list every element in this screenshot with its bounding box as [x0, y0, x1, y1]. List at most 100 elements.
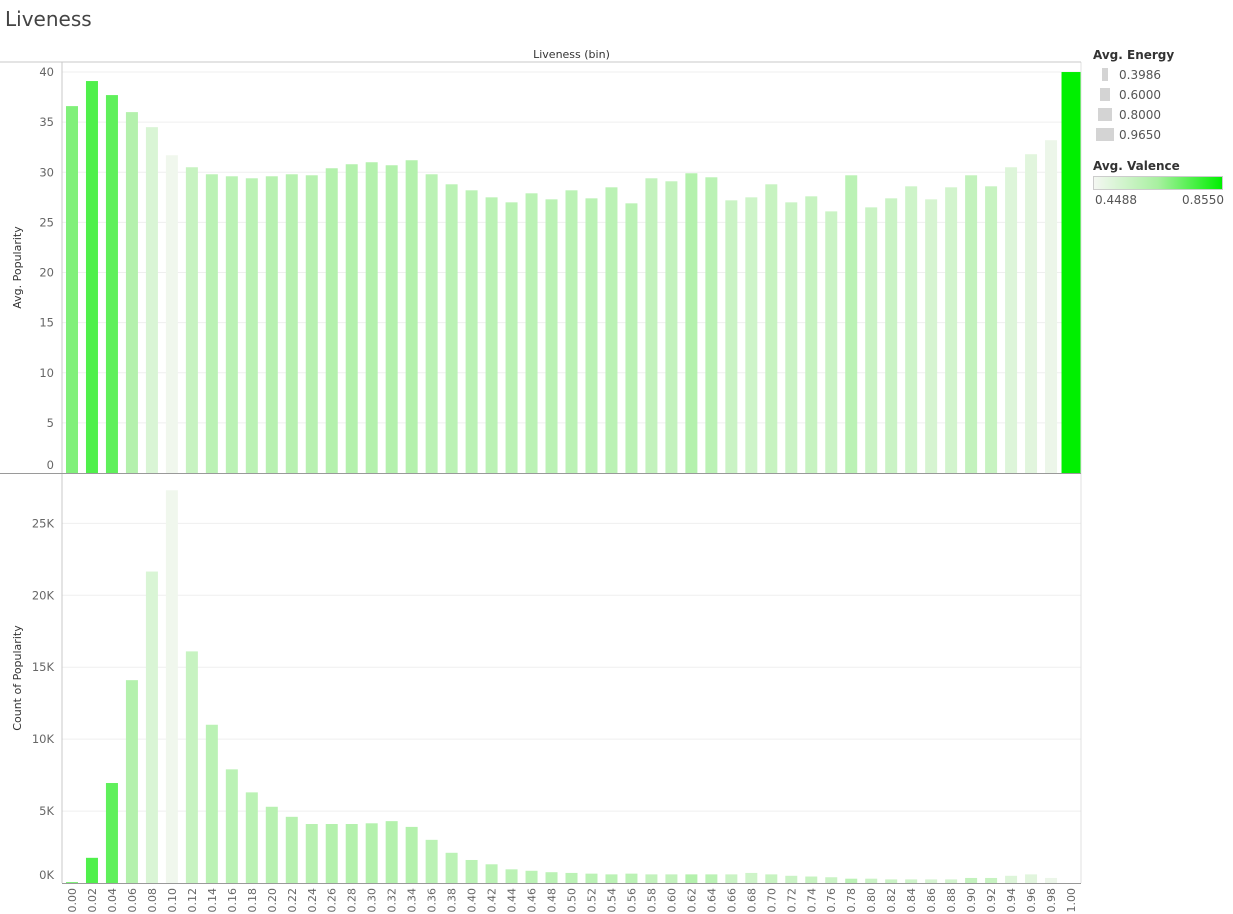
bar-count-of-popularity-0.94[interactable]: [1005, 875, 1018, 883]
bar-count-of-popularity-0.26[interactable]: [325, 824, 338, 883]
bar-avg-popularity-0.32[interactable]: [385, 165, 398, 473]
bar-count-of-popularity-0.38[interactable]: [445, 852, 458, 883]
bar-count-of-popularity-0.74[interactable]: [805, 876, 818, 883]
bar-count-of-popularity-0.60[interactable]: [665, 874, 678, 883]
bar-avg-popularity-0.76[interactable]: [825, 211, 838, 474]
bar-count-of-popularity-0.14[interactable]: [205, 724, 218, 883]
bar-count-of-popularity-0.98[interactable]: [1045, 877, 1058, 883]
bar-count-of-popularity-0.02[interactable]: [85, 857, 98, 883]
bar-avg-popularity-0.08[interactable]: [145, 127, 158, 473]
bar-avg-popularity-0.04[interactable]: [105, 95, 118, 473]
bar-avg-popularity-0.50[interactable]: [565, 190, 578, 473]
bar-avg-popularity-0.88[interactable]: [945, 187, 958, 473]
bar-count-of-popularity-0.58[interactable]: [645, 874, 658, 883]
bar-count-of-popularity-0.78[interactable]: [845, 878, 858, 883]
bar-avg-popularity-0.90[interactable]: [965, 175, 978, 473]
bar-avg-popularity-0.60[interactable]: [665, 181, 678, 474]
bar-count-of-popularity-0.42[interactable]: [485, 864, 498, 883]
bar-count-of-popularity-0.48[interactable]: [545, 872, 558, 883]
bar-avg-popularity-0.66[interactable]: [725, 200, 738, 473]
bar-count-of-popularity-0.24[interactable]: [305, 824, 318, 883]
bar-count-of-popularity-0.82[interactable]: [885, 879, 898, 883]
bar-avg-popularity-0.56[interactable]: [625, 203, 638, 473]
bar-count-of-popularity-0.04[interactable]: [105, 783, 118, 883]
bar-avg-popularity-0.12[interactable]: [185, 167, 198, 473]
bar-avg-popularity-0.24[interactable]: [305, 175, 318, 473]
bar-count-of-popularity-0.46[interactable]: [525, 870, 538, 883]
bar-avg-popularity-0.70[interactable]: [765, 184, 778, 474]
bar-avg-popularity-0.42[interactable]: [485, 197, 498, 473]
bar-count-of-popularity-0.22[interactable]: [285, 816, 298, 883]
bar-avg-popularity-0.54[interactable]: [605, 187, 618, 473]
bar-avg-popularity-0.44[interactable]: [505, 202, 518, 473]
bar-count-of-popularity-0.84[interactable]: [905, 879, 918, 883]
bar-count-of-popularity-0.96[interactable]: [1025, 874, 1038, 883]
bar-count-of-popularity-0.80[interactable]: [865, 878, 878, 883]
bar-avg-popularity-0.30[interactable]: [365, 162, 378, 473]
bar-avg-popularity-0.62[interactable]: [685, 173, 698, 473]
bar-count-of-popularity-0.18[interactable]: [245, 792, 258, 883]
bar-avg-popularity-0.48[interactable]: [545, 199, 558, 473]
bar-avg-popularity-0.00[interactable]: [65, 106, 78, 474]
bar-count-of-popularity-0.90[interactable]: [965, 877, 978, 883]
bar-avg-popularity-0.72[interactable]: [785, 202, 798, 473]
bar-avg-popularity-0.20[interactable]: [265, 176, 278, 473]
bar-count-of-popularity-0.12[interactable]: [185, 651, 198, 883]
bar-avg-popularity-0.28[interactable]: [345, 164, 358, 473]
bar-count-of-popularity-0.32[interactable]: [385, 821, 398, 883]
bar-count-of-popularity-0.56[interactable]: [625, 873, 638, 883]
bar-avg-popularity-1.00[interactable]: [1061, 72, 1081, 474]
bar-count-of-popularity-0.20[interactable]: [265, 806, 278, 883]
bar-count-of-popularity-0.40[interactable]: [465, 859, 478, 883]
bar-avg-popularity-0.26[interactable]: [325, 168, 338, 473]
bar-count-of-popularity-0.30[interactable]: [365, 823, 378, 883]
bar-avg-popularity-0.34[interactable]: [405, 160, 418, 474]
bar-avg-popularity-0.82[interactable]: [885, 198, 898, 473]
bar-avg-popularity-0.22[interactable]: [285, 174, 298, 473]
bar-count-of-popularity-0.16[interactable]: [225, 769, 238, 883]
bar-avg-popularity-0.16[interactable]: [225, 176, 238, 473]
bar-avg-popularity-0.40[interactable]: [465, 190, 478, 473]
bar-avg-popularity-0.18[interactable]: [245, 178, 258, 473]
bar-count-of-popularity-0.68[interactable]: [745, 872, 758, 883]
bar-avg-popularity-0.68[interactable]: [745, 197, 758, 473]
bar-count-of-popularity-0.36[interactable]: [425, 839, 438, 883]
bar-count-of-popularity-0.28[interactable]: [345, 824, 358, 883]
bar-count-of-popularity-0.64[interactable]: [705, 874, 718, 883]
bar-avg-popularity-0.94[interactable]: [1005, 167, 1018, 473]
bar-avg-popularity-0.36[interactable]: [425, 174, 438, 473]
bar-count-of-popularity-0.06[interactable]: [125, 680, 138, 883]
bar-count-of-popularity-0.10[interactable]: [165, 490, 178, 883]
bar-avg-popularity-0.96[interactable]: [1025, 154, 1038, 473]
bar-count-of-popularity-0.66[interactable]: [725, 874, 738, 883]
bar-count-of-popularity-0.72[interactable]: [785, 875, 798, 883]
bar-count-of-popularity-0.62[interactable]: [685, 874, 698, 883]
bar-avg-popularity-0.78[interactable]: [845, 175, 858, 473]
bar-avg-popularity-0.74[interactable]: [805, 196, 818, 473]
bar-avg-popularity-0.10[interactable]: [165, 155, 178, 474]
bar-count-of-popularity-0.86[interactable]: [925, 879, 938, 883]
bar-avg-popularity-0.58[interactable]: [645, 178, 658, 473]
bar-avg-popularity-0.38[interactable]: [445, 184, 458, 474]
bar-avg-popularity-0.46[interactable]: [525, 193, 538, 473]
bar-avg-popularity-0.92[interactable]: [985, 186, 998, 474]
bar-avg-popularity-0.64[interactable]: [705, 177, 718, 473]
bar-count-of-popularity-0.52[interactable]: [585, 873, 598, 883]
bar-count-of-popularity-0.70[interactable]: [765, 874, 778, 883]
bar-count-of-popularity-0.08[interactable]: [145, 571, 158, 883]
bar-count-of-popularity-0.88[interactable]: [945, 879, 958, 883]
bar-avg-popularity-0.06[interactable]: [125, 112, 138, 473]
bar-count-of-popularity-0.00[interactable]: [65, 882, 78, 883]
bar-count-of-popularity-0.34[interactable]: [405, 826, 418, 883]
bar-avg-popularity-0.80[interactable]: [865, 207, 878, 474]
bar-count-of-popularity-0.50[interactable]: [565, 872, 578, 883]
bar-avg-popularity-0.84[interactable]: [905, 186, 918, 474]
bar-avg-popularity-0.86[interactable]: [925, 199, 938, 473]
bar-avg-popularity-0.14[interactable]: [205, 174, 218, 473]
bar-avg-popularity-0.52[interactable]: [585, 198, 598, 473]
bar-count-of-popularity-0.92[interactable]: [985, 877, 998, 883]
bar-count-of-popularity-0.76[interactable]: [825, 877, 838, 883]
bar-avg-popularity-0.98[interactable]: [1045, 140, 1058, 473]
bar-avg-popularity-0.02[interactable]: [85, 81, 98, 474]
bar-count-of-popularity-0.54[interactable]: [605, 874, 618, 883]
